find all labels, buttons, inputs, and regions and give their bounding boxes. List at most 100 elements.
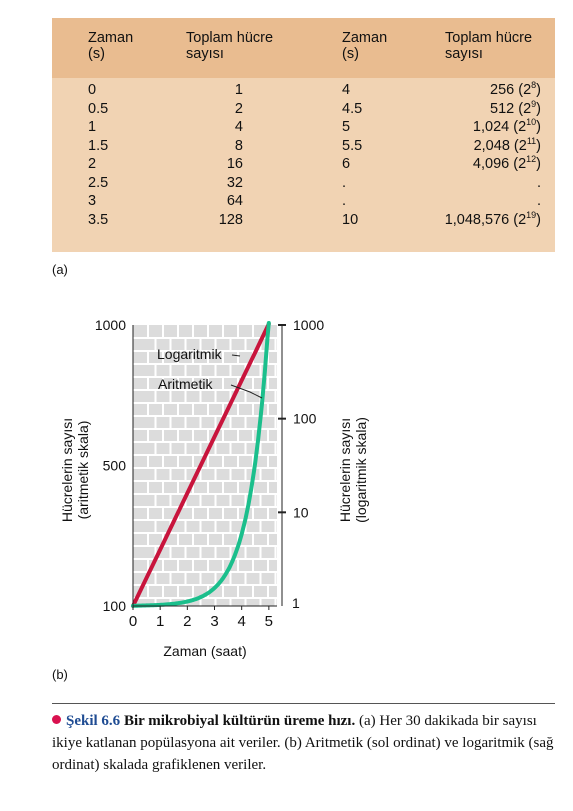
data-point: [214, 587, 215, 589]
series-layer: [131, 321, 271, 608]
cell-count: 1,048,576 (219): [444, 209, 541, 228]
cell-count: 2,048 (211): [473, 135, 541, 154]
legend-leader: [230, 384, 263, 399]
y-left-tick-label: 1000: [95, 317, 126, 333]
exponent: 10: [526, 117, 537, 127]
data-point: [146, 577, 148, 579]
data-point: [227, 408, 229, 410]
y-right-axis-label: (logaritmik skala): [353, 417, 369, 523]
data-point: [159, 604, 161, 606]
cell-count: .: [536, 193, 541, 209]
cell-time: .: [342, 174, 347, 191]
table-header: Zaman (s) Toplam hücre sayısı Zaman (s) …: [52, 18, 555, 78]
cell-count: 8: [234, 137, 243, 154]
data-point: [200, 464, 202, 466]
data-point: [186, 492, 188, 494]
y-left-tick-label: 100: [103, 598, 127, 614]
x-tick-label: 2: [183, 613, 191, 630]
header-line: (s): [342, 46, 359, 62]
cell-count: 1: [234, 82, 243, 98]
header-line: Toplam hücre: [445, 30, 533, 46]
header-line: sayısı: [445, 46, 483, 62]
cell-count: 4: [234, 119, 243, 135]
cell-time: 6: [342, 156, 351, 172]
y-right-tick-label: 10: [293, 504, 309, 520]
cell-count: 32: [226, 174, 243, 191]
header-line: Toplam hücre: [186, 30, 274, 46]
cell-count: 512 (29): [490, 98, 541, 117]
cell-count: 16: [226, 156, 243, 172]
data-point: [186, 601, 188, 602]
cell-count: 1,024 (210): [472, 117, 541, 136]
growth-chart: 0 1 2 3 4 5 100 500 1000 1 10 100 1000 Zaman (saat) Hü…: [59, 317, 369, 659]
y-right-tick-label: 100: [293, 411, 317, 427]
x-tick-label: 4: [238, 613, 246, 630]
header-time-right: Zaman (s): [342, 30, 387, 62]
caption-divider: [52, 703, 555, 704]
header-time-left: Zaman (s): [88, 30, 133, 62]
cell-count: 64: [226, 193, 243, 209]
header-count-left: Toplam hücre sayısı: [186, 30, 273, 62]
cell-time: 1: [88, 119, 97, 135]
y-right-axis-label: Hücrelerin sayısı: [337, 418, 353, 522]
cell-count: 256 (28): [490, 80, 541, 99]
data-point: [254, 461, 256, 463]
header-line: Zaman: [342, 30, 388, 46]
legend-label-logaritmik: Logaritmik: [157, 346, 223, 362]
y-left-axis-label: Hücrelerin sayısı: [59, 418, 75, 522]
cell-count: 2: [234, 100, 243, 117]
exponent: 9: [531, 98, 537, 109]
data-point: [254, 351, 256, 353]
cell-count: 4,096 (212): [472, 154, 541, 173]
caption-text: (a) Her 30 dakikada bir sayısı ikiye kat…: [52, 713, 554, 773]
cell-time: 5: [342, 119, 351, 135]
cell-time: 0.5: [88, 100, 109, 117]
panel-label-b: (b): [52, 667, 68, 682]
cell-time: 5.5: [342, 137, 363, 154]
data-point: [227, 569, 229, 571]
exponent: 11: [526, 135, 537, 146]
exponent: 12: [526, 154, 537, 164]
cell-count: 128: [218, 211, 243, 228]
cell-time: 4: [342, 82, 351, 98]
cell-time: 0: [88, 82, 97, 98]
y-left-axis-label: (aritmetik skala): [75, 421, 91, 520]
panel-label-a: (a): [52, 262, 68, 277]
figure-number: Şekil 6.6: [66, 713, 121, 729]
bullet-icon: [52, 715, 61, 724]
exponent: 19: [526, 209, 537, 220]
data-point: [200, 596, 202, 598]
cell-time: 2.5: [88, 174, 109, 191]
data-point: [159, 549, 161, 551]
cell-count: .: [536, 174, 541, 191]
x-tick-label: 3: [210, 613, 218, 630]
data-point: [268, 322, 270, 324]
cell-time: 10: [342, 211, 359, 228]
data-point: [214, 436, 215, 438]
cell-time: 4.5: [342, 100, 363, 117]
legend-label-aritmetik: Aritmetik: [158, 376, 213, 392]
labels: 0 1 2 3 4 5 100 500 1000 1 10 100 1000 Zaman (saat) Hü…: [59, 317, 369, 659]
header-line: sayısı: [186, 46, 224, 62]
header-line: (s): [88, 46, 105, 62]
cell-time: 3.5: [88, 211, 109, 228]
y-left-tick-label: 500: [103, 458, 127, 474]
axes: [132, 324, 286, 610]
data-point: [241, 533, 243, 535]
y-right-tick-label: 1: [292, 595, 300, 611]
x-tick-label: 5: [265, 613, 273, 630]
x-axis-label: Zaman (saat): [163, 643, 246, 659]
data-point: [173, 520, 175, 522]
data-table: Zaman (s) Toplam hücre sayısı Zaman (s) …: [52, 18, 555, 252]
cell-time: 2: [88, 156, 97, 172]
x-tick-label: 0: [129, 613, 137, 630]
y-right-tick-label: 1000: [293, 317, 324, 333]
grid: [133, 325, 277, 606]
x-tick-label: 1: [156, 613, 164, 630]
data-point: [241, 379, 243, 381]
data-point: [173, 603, 175, 605]
figure-caption: Şekil 6.6 Bir mikrobiyal kültürün üreme …: [52, 710, 562, 776]
cell-time: .: [342, 193, 347, 209]
exponent: 8: [531, 80, 537, 90]
cell-time: 3: [88, 193, 97, 209]
